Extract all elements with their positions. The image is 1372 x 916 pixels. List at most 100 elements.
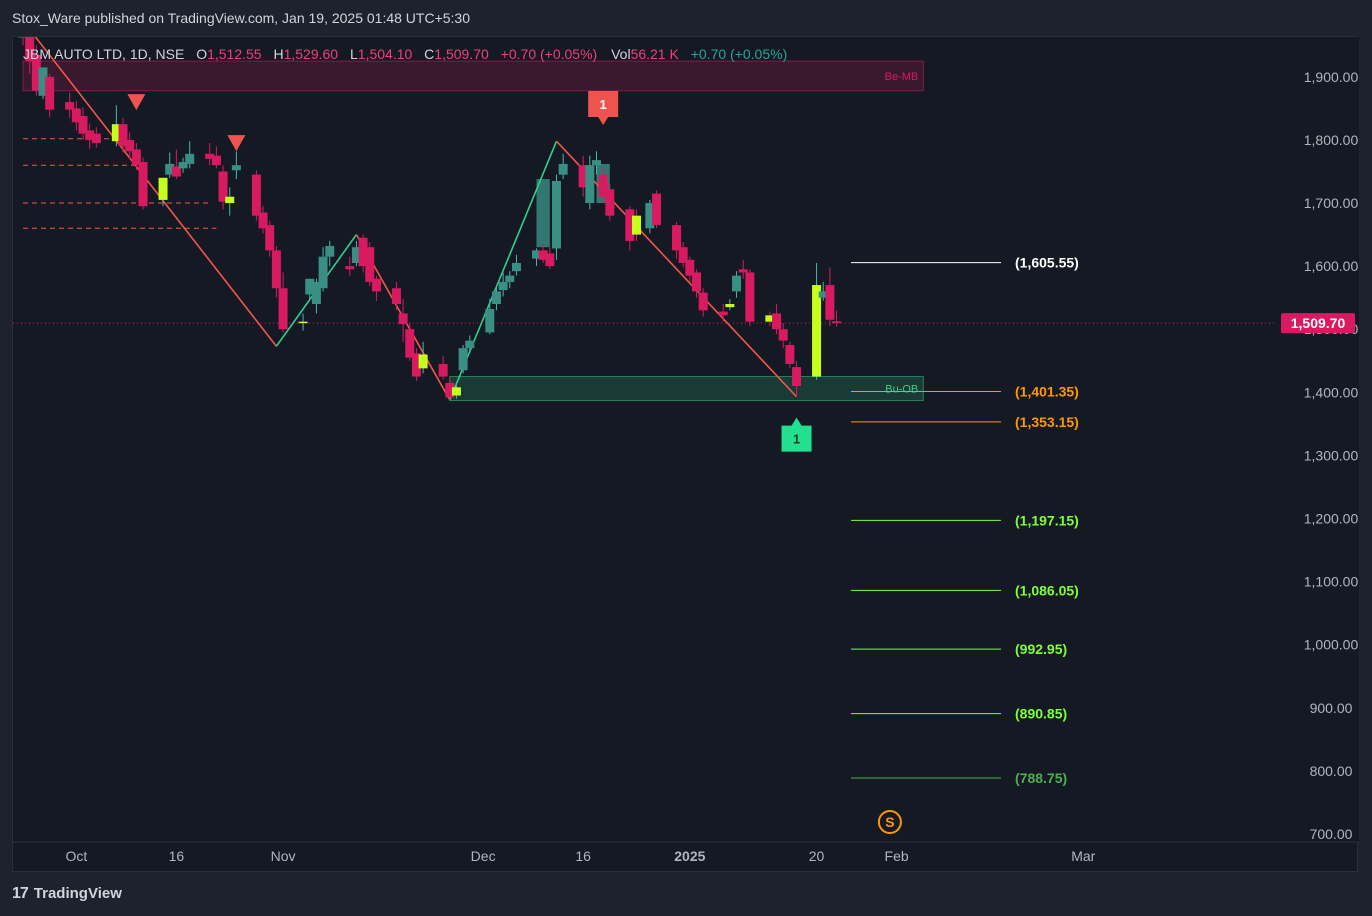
target-level-label: (1,401.35) <box>1015 383 1079 399</box>
candle <box>171 149 181 180</box>
candle <box>158 177 168 207</box>
price-chart[interactable]: Be-MB Bu-OB (1,605.55) (1,401.35) (1,353.15… <box>13 37 1359 873</box>
price-axis-tick: 1,100.00 <box>1304 574 1359 590</box>
candle <box>345 256 355 276</box>
candle <box>812 262 822 380</box>
candle-body <box>485 309 495 333</box>
candle-body <box>31 54 41 91</box>
target-level-label: (1,605.55) <box>1015 255 1079 271</box>
time-axis-tick: Dec <box>471 848 496 864</box>
candle <box>685 256 695 282</box>
candle-body <box>792 367 802 387</box>
candle <box>211 146 221 169</box>
candle <box>111 105 121 147</box>
candle <box>538 244 548 263</box>
chart-pane[interactable]: Be-MB Bu-OB (1,605.55) (1,401.35) (1,353.15… <box>12 36 1359 873</box>
candle-body <box>225 196 235 204</box>
candle <box>271 245 281 298</box>
candle-body <box>832 321 842 324</box>
publisher-header: Stox_Ware published on TradingView.com, … <box>0 0 1372 36</box>
candle-body <box>111 124 121 142</box>
candle-body <box>585 165 595 204</box>
candle <box>692 269 702 298</box>
legend-open-value: 1,512.55 <box>207 46 262 62</box>
candle <box>365 242 375 287</box>
candle-body <box>171 166 181 177</box>
candle-body <box>732 275 742 292</box>
candle-body <box>411 353 421 377</box>
candle-body <box>498 281 508 291</box>
legend-open-label: O <box>196 46 207 62</box>
candle <box>792 360 802 397</box>
price-axis-tick: 800.00 <box>1310 763 1353 779</box>
order-block-box <box>536 179 550 248</box>
candle <box>165 152 175 178</box>
candle-body <box>545 253 555 267</box>
candle-body <box>271 250 281 289</box>
candle-body <box>558 163 568 175</box>
target-level-label: (992.95) <box>1015 641 1067 657</box>
candle <box>71 100 81 131</box>
candle-body <box>445 382 455 398</box>
tradingview-logo-icon: 17 <box>12 885 29 902</box>
sell-triangle-icon <box>127 94 146 111</box>
candle-body <box>318 256 328 289</box>
candle <box>205 143 215 166</box>
legend-vol-value: 56.21 K <box>631 46 680 62</box>
candle-body <box>298 321 308 324</box>
candle-body <box>71 108 81 123</box>
sell-signal-label-text: 1 <box>600 97 607 112</box>
candle-body <box>45 76 55 110</box>
candle <box>765 311 775 327</box>
candle-body <box>725 304 735 308</box>
zigzag-segment <box>34 37 278 347</box>
candle-body <box>652 193 662 226</box>
candle-body <box>825 285 835 320</box>
candle <box>25 37 35 74</box>
sell-signal-label-icon <box>588 91 619 126</box>
candle <box>531 248 541 267</box>
candle-body <box>25 37 35 62</box>
legend-change: +0.70 (+0.05%) <box>501 46 598 62</box>
candle <box>558 153 568 180</box>
candle-body <box>818 291 828 298</box>
candle <box>325 240 335 267</box>
candle <box>591 151 601 175</box>
candle <box>832 310 842 327</box>
candle <box>585 155 595 210</box>
price-axis-tick: 1,000.00 <box>1304 637 1359 653</box>
candle <box>485 298 495 335</box>
candle <box>732 271 742 298</box>
zigzag-segment <box>555 140 798 398</box>
candle <box>458 345 468 374</box>
candle <box>678 242 688 268</box>
candle <box>625 206 635 251</box>
candle-body <box>511 262 521 272</box>
zone-label: Be-MB <box>885 71 919 83</box>
legend-low-label: L <box>350 46 358 62</box>
zone-label: Bu-OB <box>885 384 918 396</box>
candle <box>125 132 135 159</box>
candle <box>31 45 41 96</box>
candle-body <box>391 288 401 304</box>
candle <box>305 278 315 299</box>
candle-body <box>605 189 615 216</box>
candle <box>38 67 48 99</box>
candle-body <box>458 348 468 371</box>
tradingview-footer[interactable]: 17 TradingView <box>12 880 122 908</box>
candle-body <box>812 285 822 377</box>
legend-close-value: 1,509.70 <box>434 46 489 62</box>
candle-body <box>578 165 588 188</box>
candle <box>778 322 788 349</box>
candle <box>698 288 708 317</box>
candle <box>78 107 88 140</box>
candle-body <box>632 215 642 235</box>
time-axis-tick: 16 <box>575 848 591 864</box>
candle <box>505 271 515 289</box>
candle-body <box>165 163 175 175</box>
candle <box>451 382 461 399</box>
candle-body <box>325 245 335 257</box>
candle <box>652 190 662 229</box>
target-level-label: (1,197.15) <box>1015 512 1079 528</box>
candle-body <box>598 174 608 197</box>
